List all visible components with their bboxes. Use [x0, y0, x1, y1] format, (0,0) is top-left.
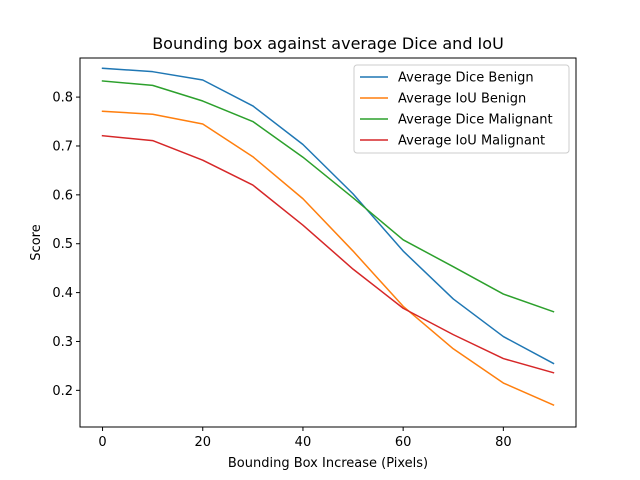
legend-entry: Average Dice Malignant [360, 113, 553, 128]
legend-label: Average IoU Malignant [398, 134, 545, 149]
y-axis-ticks: 0.2 0.3 0.4 0.5 0.6 0.7 0.8 [52, 91, 80, 399]
y-tick-label: 0.7 [52, 139, 73, 154]
y-tick-label: 0.5 [52, 237, 73, 252]
x-tick-label: 0 [98, 435, 106, 450]
legend-entry: Average IoU Malignant [360, 134, 545, 149]
chart-title: Bounding box against average Dice and Io… [152, 34, 504, 53]
legend-entry: Average Dice Benign [360, 71, 534, 86]
x-axis-label: Bounding Box Increase (Pixels) [228, 456, 428, 471]
series-line-0 [101, 67, 555, 365]
y-tick-label: 0.3 [52, 335, 73, 350]
legend-label: Average Dice Malignant [398, 113, 553, 128]
y-tick-label: 0.6 [52, 188, 73, 203]
y-tick-label: 0.8 [52, 91, 73, 106]
legend: Average Dice Benign Average IoU Benign Ave… [353, 64, 570, 154]
x-tick-label: 60 [395, 435, 412, 450]
axes-frame [79, 57, 577, 428]
series-line-2 [101, 80, 555, 313]
x-axis-ticks: 0 20 40 60 80 [98, 427, 512, 450]
x-tick-label: 40 [295, 435, 312, 450]
y-tick-label: 0.2 [52, 384, 73, 399]
y-tick-label: 0.4 [52, 286, 73, 301]
legend-box [353, 64, 570, 154]
x-tick-label: 20 [194, 435, 211, 450]
x-tick-label: 80 [495, 435, 512, 450]
y-axis-label: Score [29, 224, 44, 260]
legend-label: Average IoU Benign [398, 92, 526, 107]
legend-entry: Average IoU Benign [360, 92, 526, 107]
series-lines [101, 67, 555, 406]
series-line-1 [101, 110, 555, 406]
series-line-3 [101, 134, 555, 374]
legend-label: Average Dice Benign [398, 71, 534, 86]
